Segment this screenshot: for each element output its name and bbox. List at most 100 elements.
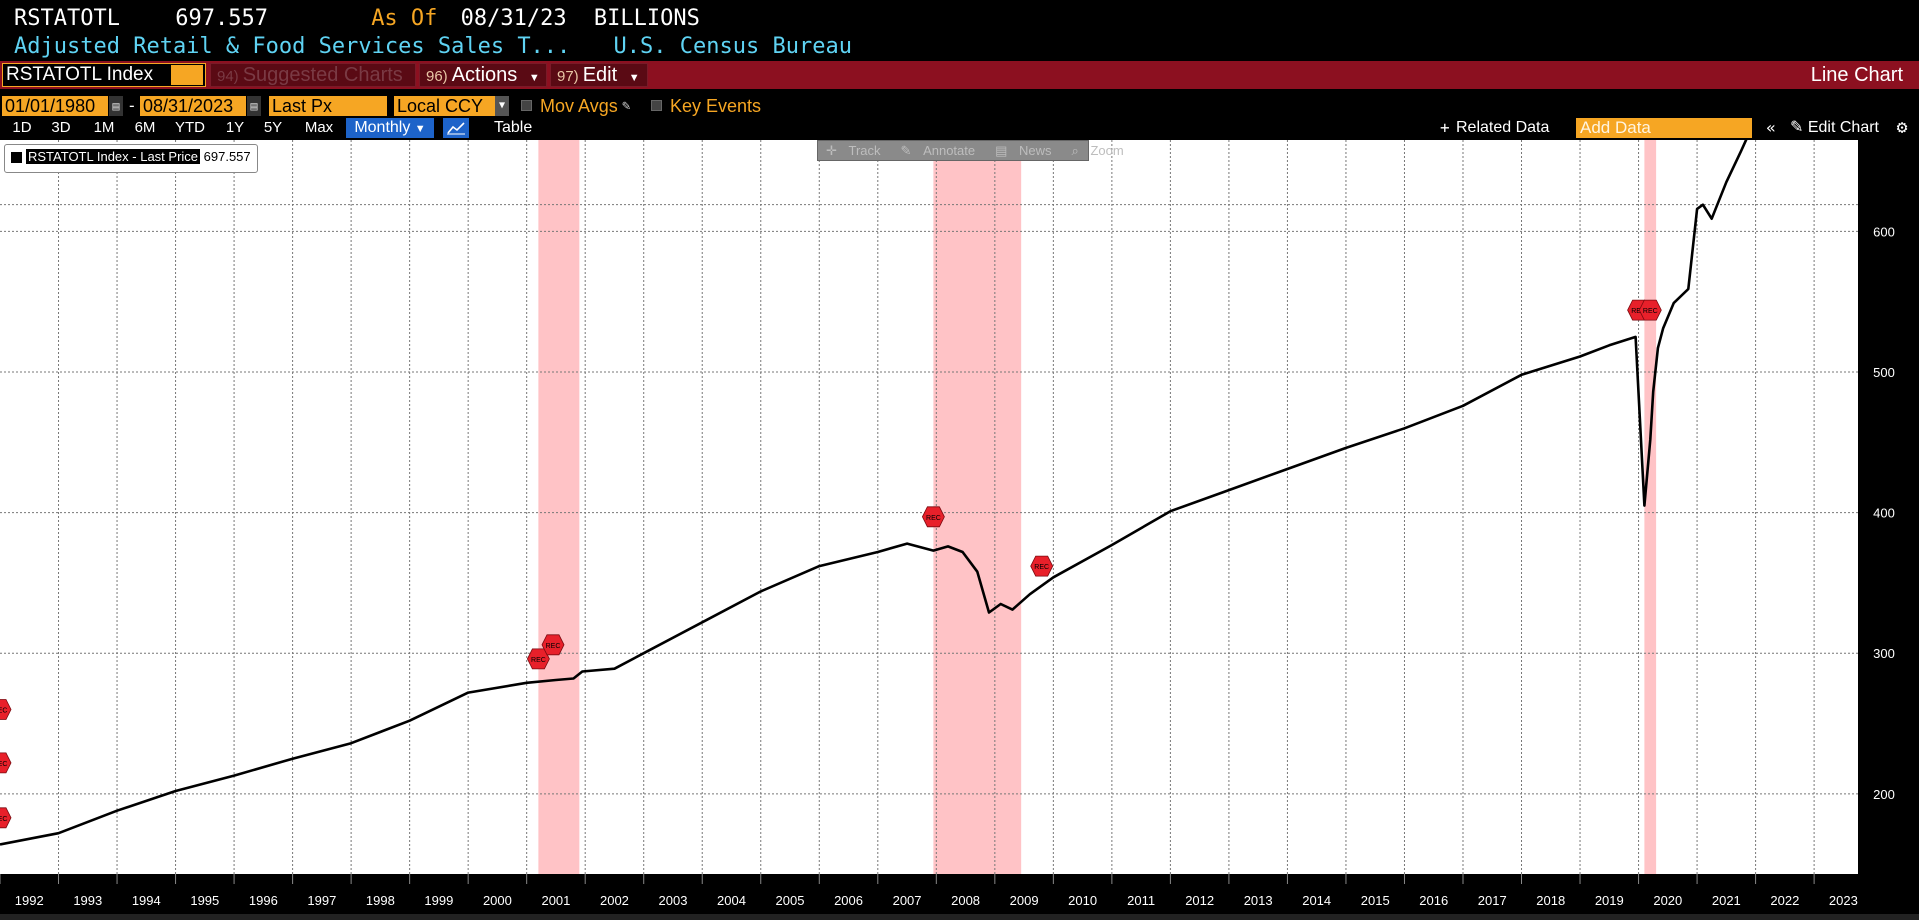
x-tick-label: 2020 (1653, 893, 1682, 908)
rec-marker-shape (0, 807, 12, 829)
rec-marker-label: REC (926, 515, 941, 522)
x-tick-label: 2003 (659, 893, 688, 908)
period-max[interactable]: Max (304, 119, 334, 136)
x-axis-panel (0, 874, 1919, 915)
x-tick-label: 2008 (951, 893, 980, 908)
ticker-input[interactable] (6, 65, 169, 85)
as-of-date: 08/31/23 (460, 6, 567, 31)
x-tick-label: 2010 (1068, 893, 1097, 908)
chart-legend[interactable]: RSTATOTL Index - Last Price 697.557 (4, 144, 258, 173)
edit-number: 97) (557, 68, 579, 85)
rec-marker-icon: REC (1638, 299, 1662, 321)
x-tick-label: 2018 (1536, 893, 1565, 908)
bottom-status-strip (0, 914, 1919, 920)
x-tick-label: 1999 (424, 893, 453, 908)
chart-type-label: Line Chart (1810, 64, 1903, 86)
news-tool[interactable]: ▤ News (995, 143, 1052, 158)
end-date-field[interactable]: 08/31/2023 (140, 96, 246, 116)
period-3d[interactable]: 3D (51, 119, 71, 136)
x-tick-label: 1997 (307, 893, 336, 908)
rec-marker-shape (0, 752, 12, 774)
period-5y[interactable]: 5Y (263, 119, 283, 136)
line-chart[interactable]: RECRECRECRECRECRECRECRECREC 200300400500… (0, 140, 1919, 915)
edit-label: Edit (582, 64, 618, 86)
price-field-select[interactable]: Last Px (269, 96, 387, 116)
x-tick-label: 2011 (1127, 893, 1155, 908)
rec-marker-label: REC (1631, 308, 1646, 315)
period-6m[interactable]: 6M (134, 119, 156, 136)
ticker-input-highlight (171, 65, 203, 85)
period-1d[interactable]: 1D (12, 119, 32, 136)
rec-marker-label: REC (0, 761, 7, 768)
frequency-select[interactable]: Monthly ▼ (346, 118, 434, 138)
x-tick-label: 2012 (1185, 893, 1214, 908)
frequency-label: Monthly (354, 119, 411, 136)
rec-marker-shape (921, 506, 945, 528)
x-tick-label: 2013 (1244, 893, 1273, 908)
track-tool[interactable]: ✛ Track (826, 143, 881, 158)
calendar-icon[interactable]: ▤ (109, 96, 123, 116)
news-label: News (1019, 143, 1052, 158)
table-button[interactable]: Table (494, 119, 533, 136)
rec-marker-shape (0, 699, 12, 720)
data-source: U.S. Census Bureau (613, 34, 852, 59)
period-1y[interactable]: 1Y (225, 119, 245, 136)
period-1m[interactable]: 1M (93, 119, 115, 136)
annotate-tool[interactable]: ✎ Annotate (900, 143, 976, 158)
mov-avgs-checkbox[interactable] (521, 100, 532, 111)
key-events-label[interactable]: Key Events (670, 96, 762, 116)
period-ytd[interactable]: YTD (175, 119, 205, 136)
rec-marker-icon: REC (541, 634, 565, 656)
last-value: 697.557 (175, 6, 268, 31)
edit-chart-label: Edit Chart (1807, 119, 1879, 136)
edit-button[interactable]: 97) Edit ▼ (550, 63, 648, 87)
x-tick-label: 2016 (1419, 893, 1448, 908)
related-data-button[interactable]: Related Data (1456, 119, 1550, 136)
currency-select[interactable]: Local CCY (394, 96, 496, 116)
x-tick-label: 1993 (73, 893, 102, 908)
dropdown-arrow-icon[interactable]: ▼ (495, 96, 509, 116)
rec-marker-shape (1638, 299, 1662, 321)
y-tick-label: 400 (1873, 506, 1895, 521)
x-tick-label: 1992 (15, 893, 44, 908)
x-tick-label: 1995 (190, 893, 219, 908)
recession-band (1644, 140, 1657, 874)
x-tick-label: 1994 (132, 893, 161, 908)
key-events-checkbox[interactable] (651, 100, 662, 111)
line-chart-icon[interactable] (443, 118, 469, 138)
x-tick-label: 2006 (834, 893, 863, 908)
x-tick-label: 2021 (1712, 893, 1741, 908)
x-tick-label: 1998 (366, 893, 395, 908)
zoom-tool[interactable]: ⌕ Zoom (1071, 143, 1124, 158)
zoom-label: Zoom (1090, 143, 1124, 158)
suggested-charts-button[interactable]: 94) Suggested Charts (210, 63, 416, 87)
actions-button[interactable]: 96) Actions ▼ (419, 63, 547, 87)
start-date-field[interactable]: 01/01/1980 (2, 96, 108, 116)
rec-marker-shape (1030, 555, 1054, 577)
x-tick-label: 2019 (1595, 893, 1624, 908)
suggested-charts-label: Suggested Charts (242, 64, 403, 86)
x-tick-label: 2004 (717, 893, 746, 908)
y-tick-label: 600 (1873, 224, 1895, 239)
double-chevron-left-icon[interactable]: « (1766, 118, 1776, 137)
y-tick-label: 300 (1873, 646, 1895, 661)
ticker-field[interactable] (2, 63, 206, 87)
calendar-icon[interactable]: ▤ (247, 96, 261, 116)
security-description: Adjusted Retail & Food Services Sales T.… (14, 34, 571, 59)
y-tick-label: 500 (1873, 365, 1895, 380)
as-of-label: As Of (371, 6, 438, 31)
edit-chart-button[interactable]: ✎ Edit Chart (1790, 118, 1879, 138)
mov-avgs-label[interactable]: Mov Avgs (540, 96, 618, 116)
x-tick-label: 2022 (1770, 893, 1799, 908)
add-data-input[interactable] (1576, 118, 1752, 138)
legend-series-label: RSTATOTL Index - Last Price (26, 149, 201, 164)
security-header: RSTATOTL 697.557 As Of 08/31/23 BILLIONS (14, 6, 714, 32)
y-axis-panel (1858, 140, 1919, 874)
legend-swatch (11, 152, 22, 164)
plus-icon[interactable]: + (1440, 118, 1450, 137)
dropdown-arrow-icon: ▼ (628, 72, 640, 84)
x-tick-label: 2023 (1829, 893, 1858, 908)
pencil-icon[interactable]: ✎ (622, 98, 631, 114)
rec-marker-label: REC (546, 643, 561, 650)
gear-icon[interactable]: ⚙ (1896, 117, 1908, 138)
